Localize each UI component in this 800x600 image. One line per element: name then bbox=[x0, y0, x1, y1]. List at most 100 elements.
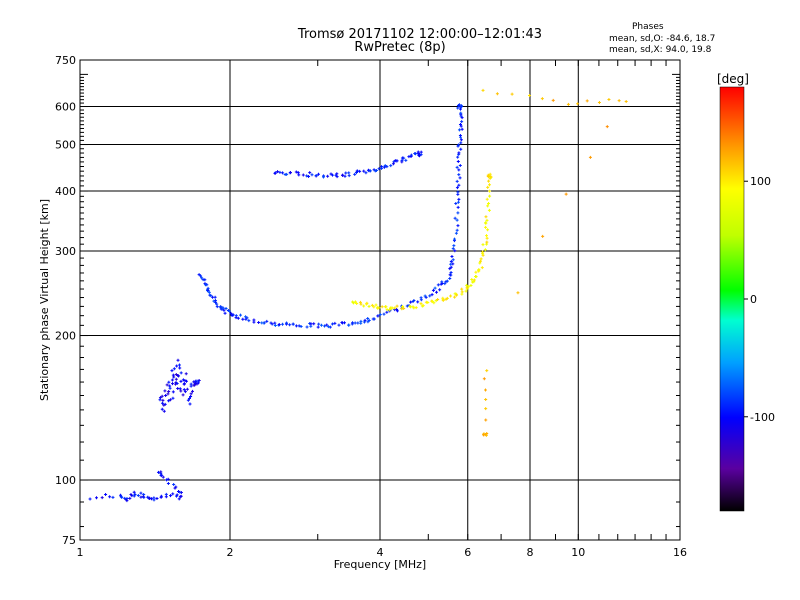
data-point bbox=[385, 310, 389, 314]
data-point bbox=[421, 304, 425, 308]
data-point bbox=[585, 99, 589, 103]
data-point bbox=[362, 169, 366, 173]
data-point bbox=[382, 312, 386, 316]
data-point bbox=[370, 303, 374, 307]
x-tick-label: 2 bbox=[227, 546, 234, 559]
data-point bbox=[488, 189, 492, 193]
data-point bbox=[456, 224, 460, 228]
data-point bbox=[474, 274, 478, 278]
data-point bbox=[178, 495, 182, 499]
data-point bbox=[388, 308, 392, 312]
data-point bbox=[576, 102, 580, 106]
data-point bbox=[223, 311, 227, 315]
data-point bbox=[380, 166, 384, 170]
data-point bbox=[94, 496, 98, 500]
data-point bbox=[206, 288, 210, 292]
data-point bbox=[454, 202, 458, 206]
data-point bbox=[395, 307, 399, 311]
data-point bbox=[486, 185, 490, 189]
data-point bbox=[484, 221, 488, 225]
data-point bbox=[353, 321, 357, 325]
data-point bbox=[459, 124, 463, 128]
data-point bbox=[183, 379, 187, 383]
y-tick-label: 100 bbox=[55, 474, 76, 487]
data-point bbox=[133, 493, 137, 497]
data-point bbox=[551, 98, 555, 102]
data-point bbox=[205, 283, 209, 287]
data-point bbox=[485, 197, 489, 201]
data-point bbox=[171, 396, 175, 400]
data-point bbox=[424, 300, 428, 304]
data-point bbox=[165, 383, 169, 387]
data-point bbox=[528, 93, 532, 97]
data-point bbox=[317, 322, 321, 326]
data-point bbox=[172, 483, 176, 487]
data-series bbox=[481, 88, 628, 437]
data-point bbox=[413, 152, 417, 156]
data-point bbox=[158, 398, 162, 402]
data-point bbox=[168, 386, 172, 390]
data-point bbox=[88, 497, 92, 501]
data-point bbox=[170, 378, 174, 382]
data-point bbox=[481, 250, 485, 254]
colorbar bbox=[719, 86, 745, 512]
data-point bbox=[178, 387, 182, 391]
data-point bbox=[457, 197, 461, 201]
data-point bbox=[234, 316, 238, 320]
data-point bbox=[164, 393, 168, 397]
data-point bbox=[453, 249, 457, 253]
data-point bbox=[358, 300, 362, 304]
data-point bbox=[351, 321, 355, 325]
data-point bbox=[181, 393, 185, 397]
data-point bbox=[215, 302, 219, 306]
data-point bbox=[218, 305, 222, 309]
data-point bbox=[419, 298, 423, 302]
data-point bbox=[624, 100, 628, 104]
data-point bbox=[215, 305, 219, 309]
data-point bbox=[456, 190, 460, 194]
data-point bbox=[169, 494, 173, 498]
y-tick-label: 75 bbox=[62, 534, 76, 547]
data-point bbox=[247, 319, 251, 323]
data-point bbox=[395, 159, 399, 163]
data-point bbox=[182, 382, 186, 386]
data-point bbox=[199, 274, 203, 278]
data-point bbox=[412, 299, 416, 303]
data-point bbox=[252, 320, 256, 324]
data-point bbox=[136, 493, 140, 497]
data-point bbox=[449, 262, 453, 266]
data-point bbox=[455, 179, 459, 183]
data-point bbox=[161, 475, 165, 479]
data-point bbox=[183, 390, 187, 394]
data-point bbox=[161, 398, 165, 402]
data-point bbox=[456, 211, 460, 215]
data-point bbox=[245, 316, 249, 320]
data-point bbox=[325, 323, 329, 327]
data-point bbox=[359, 319, 363, 323]
data-point bbox=[459, 147, 463, 151]
data-point bbox=[265, 319, 269, 323]
data-point bbox=[482, 377, 486, 381]
data-point bbox=[404, 158, 408, 162]
data-point bbox=[414, 306, 418, 310]
data-point bbox=[310, 173, 314, 177]
data-point bbox=[424, 295, 428, 299]
data-point bbox=[148, 496, 152, 500]
data-point bbox=[189, 394, 193, 398]
data-point bbox=[455, 218, 459, 222]
data-point bbox=[227, 309, 231, 313]
data-point bbox=[179, 379, 183, 383]
data-point bbox=[184, 372, 188, 376]
data-point bbox=[344, 171, 348, 175]
data-point bbox=[453, 295, 457, 299]
data-point bbox=[174, 377, 178, 381]
data-point bbox=[477, 268, 481, 272]
data-point bbox=[160, 394, 164, 398]
data-point bbox=[460, 287, 464, 291]
data-point bbox=[378, 313, 382, 317]
data-point bbox=[373, 169, 377, 173]
data-series bbox=[197, 103, 464, 329]
data-point bbox=[179, 371, 183, 375]
data-point bbox=[484, 215, 488, 219]
x-tick-label: 16 bbox=[673, 546, 687, 559]
